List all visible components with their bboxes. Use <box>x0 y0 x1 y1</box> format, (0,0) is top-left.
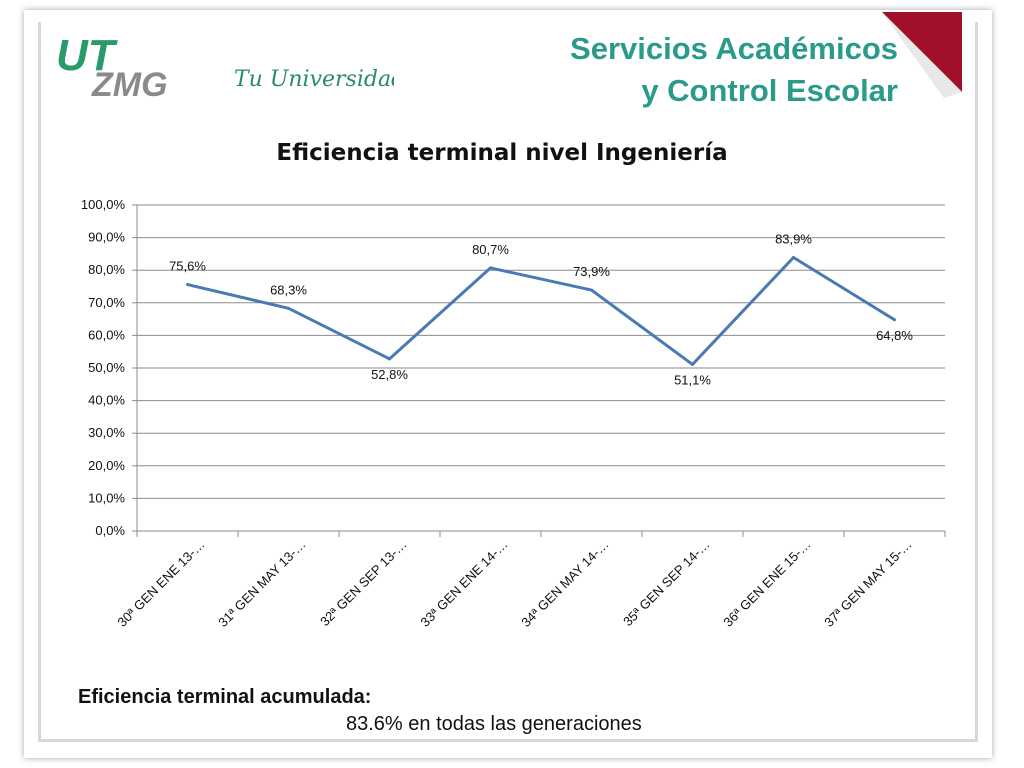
corner-fold-decoration <box>882 12 962 98</box>
data-point <box>388 357 391 361</box>
y-tick-label: 60,0% <box>88 327 125 342</box>
x-tick-label: 32ª GEN SEP 13-… <box>317 537 410 630</box>
x-tick-label: 33ª GEN ENE 14-… <box>417 537 510 630</box>
y-tick-label: 80,0% <box>88 262 125 277</box>
data-point <box>691 362 694 366</box>
data-label: 83,9% <box>775 231 812 246</box>
y-tick-label: 10,0% <box>88 490 125 505</box>
y-tick-label: 100,0% <box>81 197 126 212</box>
footer-value: 83.6% en todas las generaciones <box>346 713 642 735</box>
chart-title: Eficiencia terminal nivel Ingeniería <box>276 140 728 166</box>
y-tick-label: 70,0% <box>88 295 125 310</box>
series-line <box>187 255 896 366</box>
footer-title: Eficiencia terminal acumulada: <box>78 686 372 708</box>
data-label: 51,1% <box>674 372 711 387</box>
slide-border <box>38 22 978 742</box>
x-tick-label: 36ª GEN ENE 15-… <box>720 537 813 630</box>
page-title: Servicios Académicos y Control Escolar <box>570 28 898 112</box>
y-tick-label: 30,0% <box>88 425 125 440</box>
y-tick-label: 90,0% <box>88 230 125 245</box>
data-point <box>590 288 593 292</box>
svg-text:Tu Universidad !: Tu Universidad ! <box>234 67 394 92</box>
x-tick-label: 37ª GEN MAY 15-… <box>821 537 914 630</box>
slide-frame <box>24 10 992 758</box>
data-label: 80,7% <box>472 242 509 257</box>
y-tick-label: 40,0% <box>88 393 125 408</box>
data-point <box>287 306 290 310</box>
x-tick-label: 34ª GEN MAY 14-… <box>518 537 611 630</box>
data-label: 68,3% <box>270 282 307 297</box>
data-point <box>792 255 795 259</box>
svg-text:ZMG: ZMG <box>91 66 168 104</box>
svg-text:UT: UT <box>56 31 118 80</box>
x-tick-label: 35ª GEN SEP 14-… <box>620 537 713 630</box>
data-label: 73,9% <box>573 264 610 279</box>
data-label: 75,6% <box>169 259 206 274</box>
data-point <box>489 266 492 270</box>
data-label: 52,8% <box>371 367 408 382</box>
data-point <box>893 318 896 322</box>
x-tick-label: 30ª GEN ENE 13-… <box>114 537 207 630</box>
data-point <box>186 283 189 287</box>
y-tick-label: 20,0% <box>88 458 125 473</box>
y-tick-label: 50,0% <box>88 360 125 375</box>
utzmg-logo: UT ZMG Tu Universidad ! <box>56 31 394 104</box>
data-label: 64,8% <box>876 328 913 343</box>
y-tick-label: 0,0% <box>95 523 125 538</box>
x-tick-label: 31ª GEN MAY 13-… <box>215 537 308 630</box>
page-title-line1: Servicios Académicos <box>570 31 898 66</box>
page-title-line2: y Control Escolar <box>641 73 898 108</box>
